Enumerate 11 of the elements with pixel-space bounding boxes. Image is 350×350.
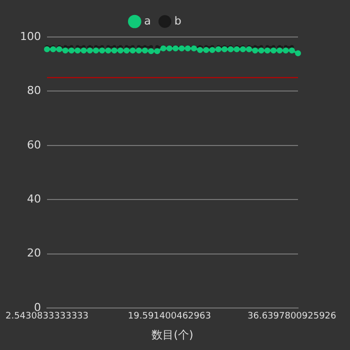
y-tick-label: 20: [26, 246, 41, 260]
y-tick-label: 100: [20, 30, 41, 43]
y-tick-label: 60: [26, 138, 41, 152]
legend-label: a: [144, 14, 151, 28]
y-tick-label: 40: [26, 192, 41, 206]
x-tick-label: 36.6397800925926: [247, 312, 337, 322]
x-tick-label: 2.5430833333333: [5, 312, 89, 322]
x-tick-label: 19.591400462963: [128, 312, 211, 322]
y-tick-label: 80: [26, 84, 41, 98]
legend-label: b: [174, 14, 182, 28]
x-axis-title: 数目(个): [152, 328, 194, 342]
